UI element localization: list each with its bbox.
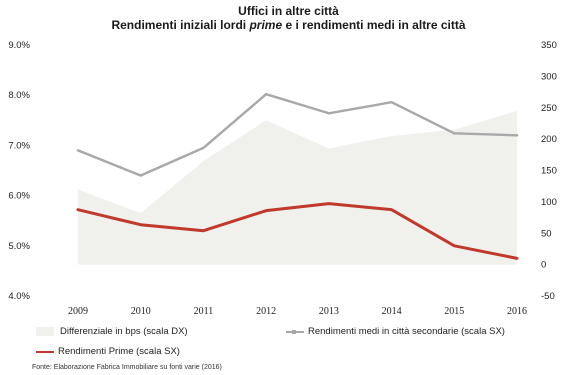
y-right-tick-label: 250 (541, 103, 557, 114)
y-right-tick-label: 100 (541, 197, 557, 208)
subtitle-part-2: prime (249, 18, 283, 32)
point-medi-2011 (202, 146, 205, 150)
legend-swatch-area (36, 327, 54, 336)
legend-label-differenziale: Differenziale in bps (scala DX) (60, 326, 188, 337)
y-right-tick-label: 150 (541, 166, 557, 177)
point-medi-2010 (139, 174, 142, 177)
subtitle-part-1: Rendimenti iniziali lordi (111, 18, 250, 32)
point-prime-2013 (327, 202, 331, 205)
point-prime-2012 (264, 209, 268, 212)
y-right-tick-label: 300 (541, 71, 557, 82)
chart-title: Uffici in altre città (238, 4, 339, 18)
legend-swatch-red (36, 350, 54, 353)
y-right-tick-label: 50 (541, 228, 552, 239)
legend-item-differenziale: Differenziale in bps (scala DX) (36, 326, 188, 337)
legend-swatch-gray (286, 329, 304, 334)
point-medi-2016 (515, 134, 519, 137)
source-note: Fonte: Elaborazione Fabrica Immobiliare … (32, 364, 222, 371)
y-right-tick-label: 0 (541, 260, 546, 271)
line-series-prime (76, 202, 519, 260)
point-prime-2010 (139, 223, 142, 226)
point-prime-2014 (390, 208, 393, 211)
legend-item-medi: Rendimenti medi in città secondarie (sca… (286, 326, 505, 337)
x-tick-label-2010: 2010 (131, 306, 151, 317)
point-medi-2014 (390, 101, 393, 104)
point-medi-2013 (327, 112, 331, 115)
chart-subtitle: Rendimenti iniziali lordi prime e i rend… (0, 18, 577, 32)
y-left-tick-label: 4.0% (8, 291, 30, 302)
point-medi-2009 (76, 149, 80, 152)
x-tick-label-2015: 2015 (444, 306, 464, 317)
y-left-tick-label: 9.0% (8, 40, 30, 51)
subtitle-part-3: e i rendimenti medi in altre città (282, 18, 466, 32)
point-medi-2012 (264, 92, 268, 96)
x-tick-label-2014: 2014 (382, 306, 402, 317)
legend-label-prime: Rendimenti Prime (scala SX) (58, 346, 180, 357)
y-left-tick-label: 7.0% (8, 140, 30, 151)
point-prime-2015 (453, 244, 456, 247)
point-prime-2011 (202, 229, 205, 232)
point-medi-2015 (453, 132, 456, 135)
y-right-tick-label: 350 (541, 40, 557, 51)
y-right-tick-label: -50 (541, 291, 555, 302)
x-tick-label-2011: 2011 (194, 306, 214, 317)
point-prime-2009 (76, 208, 80, 211)
x-tick-label-2016: 2016 (507, 306, 527, 317)
legend-item-prime: Rendimenti Prime (scala SX) (36, 346, 180, 357)
y-left-tick-label: 5.0% (8, 241, 30, 252)
line-series-medi (76, 92, 519, 177)
y-left-tick-label: 8.0% (8, 90, 30, 101)
y-right-tick-label: 200 (541, 134, 557, 145)
x-tick-label-2009: 2009 (68, 306, 88, 317)
legend-label-medi: Rendimenti medi in città secondarie (sca… (308, 326, 505, 337)
x-tick-label-2012: 2012 (256, 306, 276, 317)
area-series-differenziale (78, 110, 517, 265)
x-tick-label-2013: 2013 (319, 306, 339, 317)
point-prime-2016 (515, 257, 519, 260)
y-left-tick-label: 6.0% (8, 191, 30, 202)
